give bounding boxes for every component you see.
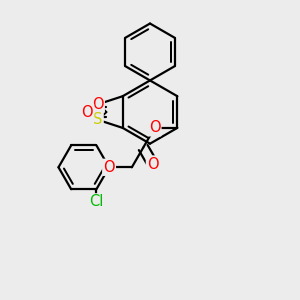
Text: Cl: Cl [89, 194, 103, 209]
Text: O: O [147, 157, 158, 172]
Text: O: O [82, 105, 93, 120]
Text: O: O [103, 160, 115, 175]
Text: S: S [93, 112, 103, 128]
Text: O: O [149, 120, 161, 135]
Text: O: O [92, 97, 104, 112]
